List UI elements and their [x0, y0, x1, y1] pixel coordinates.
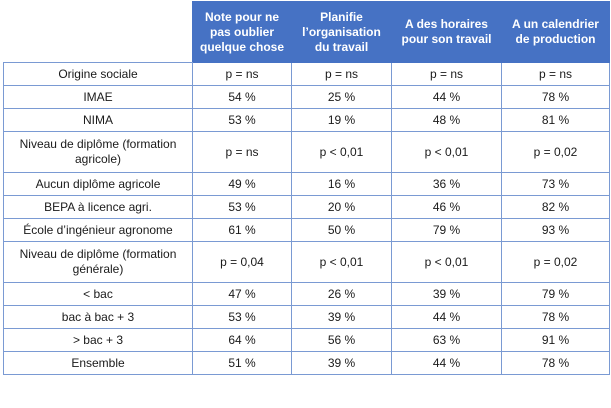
table-cell: 44 %: [391, 85, 502, 109]
table-cell: 39 %: [291, 351, 392, 375]
table-row: BEPA à licence agri. 53 % 20 % 46 % 82 %: [3, 195, 610, 219]
row-label: Niveau de diplôme (formation générale): [3, 241, 193, 283]
table-cell: p = ns: [391, 62, 502, 86]
table-cell: 49 %: [192, 172, 292, 196]
table-cell: 56 %: [291, 328, 392, 352]
row-label: IMAE: [3, 85, 193, 109]
table-cell: 53 %: [192, 195, 292, 219]
table-cell: p = ns: [291, 62, 392, 86]
table-cell: 20 %: [291, 195, 392, 219]
table-cell: 61 %: [192, 218, 292, 242]
row-label: École d’ingénieur agronome: [3, 218, 193, 242]
table-cell: 25 %: [291, 85, 392, 109]
table-cell: 48 %: [391, 108, 502, 132]
table-cell: 51 %: [192, 351, 292, 375]
table-cell: 44 %: [391, 305, 502, 329]
row-label: Ensemble: [3, 351, 193, 375]
table-cell: 81 %: [501, 108, 610, 132]
table-cell: 79 %: [501, 282, 610, 306]
table-cell: 93 %: [501, 218, 610, 242]
row-label: Aucun diplôme agricole: [3, 172, 193, 196]
table-cell: 19 %: [291, 108, 392, 132]
table-row: Niveau de diplôme (formation générale) p…: [3, 241, 610, 283]
row-label: Niveau de diplôme (formation agricole): [3, 131, 193, 173]
table-cell: 63 %: [391, 328, 502, 352]
table-cell: p < 0,01: [291, 241, 392, 283]
results-table: Note pour ne pas oublier quelque chose P…: [3, 1, 610, 375]
table-cell: 73 %: [501, 172, 610, 196]
table-row: < bac 47 % 26 % 39 % 79 %: [3, 282, 610, 306]
table-cell: 64 %: [192, 328, 292, 352]
table-cell: 50 %: [291, 218, 392, 242]
column-header-calendrier: A un calendrier de production: [501, 1, 610, 63]
table-row: NIMA 53 % 19 % 48 % 81 %: [3, 108, 610, 132]
table-cell: p = ns: [192, 62, 292, 86]
row-label: Origine sociale: [3, 62, 193, 86]
table-cell: p = 0,02: [501, 241, 610, 283]
table-cell: 78 %: [501, 305, 610, 329]
table-cell: 16 %: [291, 172, 392, 196]
column-header-planifie: Planifie l’organisation du travail: [291, 1, 392, 63]
table-cell: p = 0,04: [192, 241, 292, 283]
table-row: Ensemble 51 % 39 % 44 % 78 %: [3, 351, 610, 375]
row-label: < bac: [3, 282, 193, 306]
table-cell: 39 %: [291, 305, 392, 329]
table-cell: p = ns: [192, 131, 292, 173]
table-cell: 26 %: [291, 282, 392, 306]
table-cell: 44 %: [391, 351, 502, 375]
table-row: IMAE 54 % 25 % 44 % 78 %: [3, 85, 610, 109]
header-row: Note pour ne pas oublier quelque chose P…: [3, 1, 610, 63]
column-header-note: Note pour ne pas oublier quelque chose: [192, 1, 292, 63]
table-cell: 53 %: [192, 108, 292, 132]
table-cell: 53 %: [192, 305, 292, 329]
table-cell: 82 %: [501, 195, 610, 219]
table-cell: 47 %: [192, 282, 292, 306]
table-cell: 91 %: [501, 328, 610, 352]
table-row: > bac + 3 64 % 56 % 63 % 91 %: [3, 328, 610, 352]
table-cell: 46 %: [391, 195, 502, 219]
table-cell: 39 %: [391, 282, 502, 306]
table-cell: 36 %: [391, 172, 502, 196]
table-cell: p < 0,01: [391, 241, 502, 283]
header-corner: [3, 1, 193, 63]
table-row: bac à bac + 3 53 % 39 % 44 % 78 %: [3, 305, 610, 329]
table-cell: p = ns: [501, 62, 610, 86]
row-label: bac à bac + 3: [3, 305, 193, 329]
table-row: Origine sociale p = ns p = ns p = ns p =…: [3, 62, 610, 86]
table-cell: p < 0,01: [291, 131, 392, 173]
table-cell: 78 %: [501, 351, 610, 375]
row-label: BEPA à licence agri.: [3, 195, 193, 219]
table-cell: 79 %: [391, 218, 502, 242]
table-row: Aucun diplôme agricole 49 % 16 % 36 % 73…: [3, 172, 610, 196]
column-header-horaires: A des horaires pour son travail: [391, 1, 502, 63]
table-cell: 78 %: [501, 85, 610, 109]
table-cell: p = 0,02: [501, 131, 610, 173]
table-cell: p < 0,01: [391, 131, 502, 173]
row-label: > bac + 3: [3, 328, 193, 352]
table-row: Niveau de diplôme (formation agricole) p…: [3, 131, 610, 173]
table-cell: 54 %: [192, 85, 292, 109]
table-row: École d’ingénieur agronome 61 % 50 % 79 …: [3, 218, 610, 242]
row-label: NIMA: [3, 108, 193, 132]
